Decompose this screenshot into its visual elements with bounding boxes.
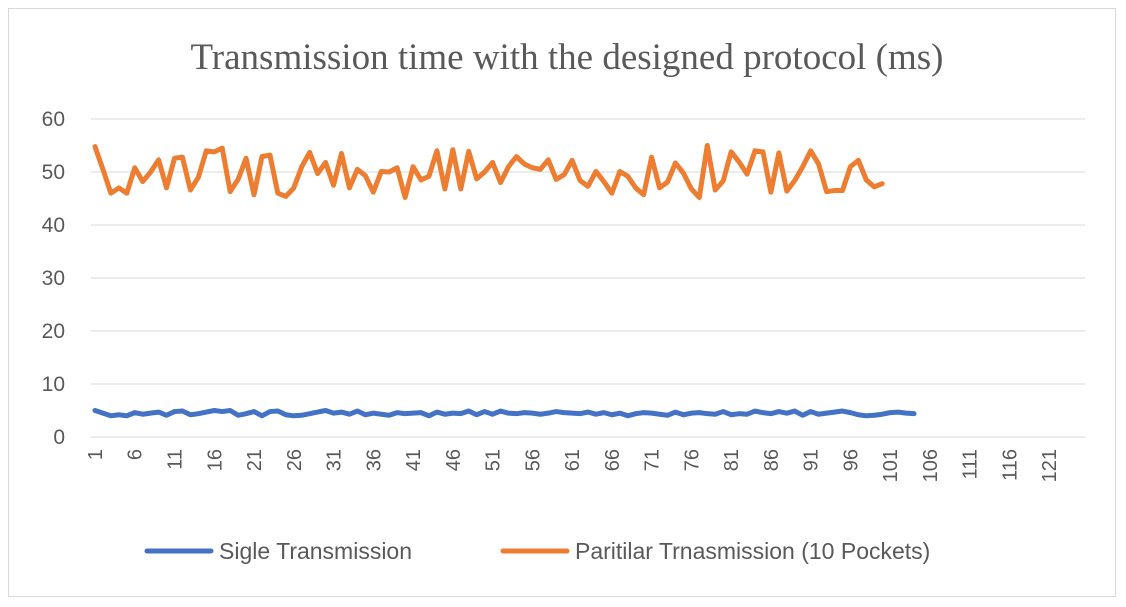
x-tick-label: 86 <box>761 449 783 471</box>
x-tick-label: 6 <box>125 449 147 460</box>
x-tick-label: 71 <box>642 449 664 471</box>
y-tick-label: 50 <box>42 161 65 184</box>
x-tick-label: 46 <box>443 449 465 471</box>
x-tick-label: 66 <box>602 449 624 471</box>
y-tick-label: 60 <box>42 108 65 131</box>
x-tick-label: 26 <box>284 449 306 471</box>
x-tick-label: 106 <box>920 449 942 482</box>
x-tick-label: 76 <box>681 449 703 471</box>
y-axis-ticks: 0 10 20 30 40 50 60 <box>42 108 65 449</box>
x-tick-label: 81 <box>721 449 743 471</box>
x-tick-label: 21 <box>244 449 266 471</box>
x-tick-label: 36 <box>363 449 385 471</box>
gridlines <box>91 118 1085 438</box>
x-tick-label: 51 <box>483 449 505 471</box>
y-tick-label: 20 <box>42 320 65 343</box>
y-tick-label: 30 <box>42 267 65 290</box>
y-tick-label: 40 <box>42 214 65 237</box>
x-tick-label: 116 <box>999 449 1021 481</box>
y-tick-label: 0 <box>53 426 65 449</box>
x-tick-label: 31 <box>324 449 346 471</box>
legend-label: Paritilar Trnasmission (10 Pockets) <box>575 538 930 564</box>
legend-label: Sigle Transmission <box>219 538 412 564</box>
x-tick-label: 91 <box>801 449 823 471</box>
x-tick-label: 41 <box>403 449 425 471</box>
y-tick-label: 10 <box>42 373 65 396</box>
series-lines <box>92 143 917 419</box>
line-chart: Transmission time with the designed prot… <box>42 37 1085 564</box>
x-tick-label: 16 <box>204 449 226 471</box>
chart-frame: Transmission time with the designed prot… <box>8 8 1116 597</box>
x-tick-label: 121 <box>1039 449 1061 482</box>
x-tick-label: 101 <box>880 449 902 482</box>
x-tick-label: 61 <box>562 449 584 471</box>
x-axis-ticks: 1 6 11 16 21 26 31 36 41 46 51 56 61 66 71 76 81 86 91 96 10… <box>85 449 1061 482</box>
x-tick-label: 11 <box>164 449 186 470</box>
legend: Sigle Transmission Paritilar Trnasmission… <box>144 538 930 564</box>
x-tick-label: 1 <box>85 449 107 460</box>
series-line-2 <box>92 143 885 200</box>
x-tick-label: 111 <box>960 449 982 479</box>
x-tick-label: 56 <box>522 449 544 471</box>
x-tick-label: 96 <box>840 449 862 471</box>
series-line-1 <box>92 408 917 419</box>
chart-title: Transmission time with the designed prot… <box>191 37 944 78</box>
